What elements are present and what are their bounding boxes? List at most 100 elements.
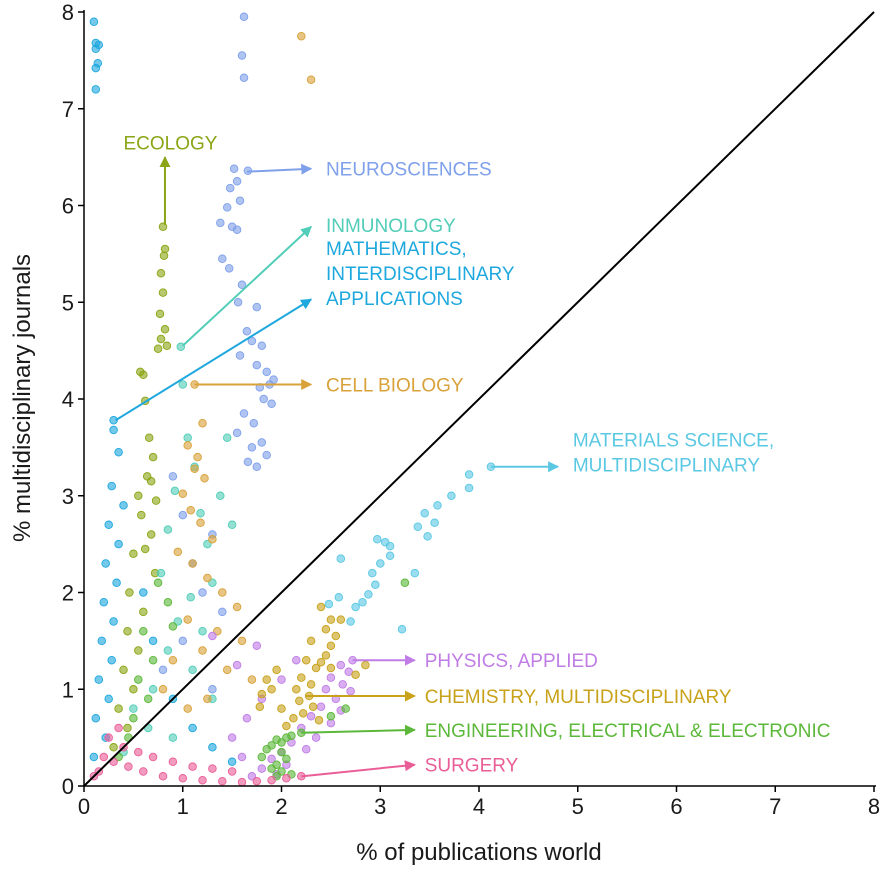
data-point	[144, 433, 154, 442]
data-point	[218, 776, 227, 786]
data-point	[255, 702, 265, 711]
data-point	[112, 578, 121, 588]
series-8	[114, 578, 410, 781]
data-point	[91, 85, 101, 94]
data-point	[146, 530, 156, 539]
data-point	[158, 288, 168, 297]
data-point	[188, 559, 197, 568]
annotation-arrow	[301, 760, 416, 778]
annotation-label: INMUNOLOGY	[326, 216, 456, 237]
data-point	[420, 508, 429, 518]
data-point	[208, 743, 217, 752]
annotation-label-line: INMUNOLOGY	[326, 216, 456, 237]
data-point	[99, 597, 109, 607]
data-point	[289, 714, 298, 723]
data-point	[262, 450, 271, 460]
data-point	[249, 418, 259, 428]
data-point	[139, 607, 148, 617]
data-point	[306, 712, 316, 721]
annotation-label: NEUROSCIENCES	[326, 160, 492, 181]
data-point	[222, 203, 232, 212]
data-point	[277, 738, 286, 747]
y-tick-label: 4	[62, 387, 74, 412]
data-point	[91, 714, 101, 723]
data-point	[447, 491, 456, 501]
data-point	[216, 491, 225, 501]
data-point	[257, 438, 267, 447]
annotation-3: MATHEMATICS, INTERDISCIPLINARY APPLICATION…	[115, 239, 515, 422]
data-point	[155, 309, 165, 319]
reference-line-layer	[83, 11, 875, 787]
y-tick-label: 5	[62, 290, 74, 315]
annotation-label: PHYSICS, APPLIED	[425, 651, 598, 672]
annotation-arrow	[246, 163, 313, 175]
x-tick-label: 6	[670, 794, 682, 819]
data-point	[410, 568, 420, 578]
data-point	[91, 63, 101, 73]
data-point	[227, 757, 237, 767]
data-point	[148, 752, 158, 762]
data-point	[232, 428, 242, 438]
annotation-label: MATERIALS SCIENCE, MULTIDISCIPLINARY	[573, 431, 774, 477]
series-1	[158, 12, 278, 694]
data-point	[247, 336, 257, 346]
data-point	[168, 757, 178, 767]
data-point	[158, 222, 168, 232]
data-point	[168, 472, 178, 481]
data-point	[162, 341, 172, 351]
data-point	[311, 733, 321, 742]
data-point	[168, 622, 178, 631]
data-point	[239, 12, 249, 22]
data-point	[178, 636, 188, 646]
data-point	[91, 44, 101, 54]
data-point	[143, 694, 153, 704]
data-point	[158, 685, 168, 694]
data-point	[139, 767, 148, 776]
data-point	[104, 694, 113, 704]
data-point	[297, 673, 306, 682]
data-point	[277, 704, 286, 713]
data-point	[178, 380, 188, 389]
data-point	[400, 578, 410, 588]
data-point	[326, 673, 336, 682]
data-point	[371, 580, 380, 590]
data-point	[338, 680, 347, 689]
data-point	[233, 298, 243, 307]
data-point	[232, 225, 242, 234]
data-point	[331, 631, 341, 641]
data-point	[158, 665, 168, 675]
data-point	[464, 483, 474, 493]
data-point	[267, 764, 276, 773]
data-point	[252, 776, 262, 786]
data-point	[368, 568, 377, 578]
data-point	[237, 51, 247, 60]
x-tick-label: 1	[177, 794, 189, 819]
data-point	[232, 177, 242, 186]
annotation-label-line: APPLICATIONS	[326, 289, 463, 310]
axes-layer: 0 1 2 3 4 5 6 7 8 0 1 2 3 4 5 6 7 8	[62, 0, 880, 819]
y-tick-label: 3	[62, 484, 74, 509]
data-point	[385, 551, 395, 560]
data-point	[178, 489, 188, 499]
data-point	[129, 685, 138, 694]
data-point	[321, 651, 331, 660]
data-point	[364, 590, 373, 599]
data-points-layer	[89, 12, 496, 787]
data-point	[198, 626, 207, 636]
data-point	[146, 476, 156, 486]
annotation-label-line: ENGINEERING, ELECTRICAL & ELECTRONIC	[425, 721, 831, 742]
data-point	[282, 754, 291, 764]
data-point	[262, 367, 271, 377]
series-5	[324, 462, 496, 634]
data-point	[314, 715, 324, 725]
data-point	[277, 675, 286, 684]
annotation-label-line: MATHEMATICS,	[326, 239, 467, 260]
data-point	[227, 733, 237, 742]
data-point	[109, 743, 118, 752]
annotation-2: INMUNOLOGY	[182, 216, 456, 347]
annotation-6: PHYSICS, APPLIED	[352, 651, 598, 672]
data-point	[193, 452, 202, 462]
data-point	[237, 777, 247, 787]
data-point	[140, 544, 150, 554]
data-point	[346, 686, 355, 696]
